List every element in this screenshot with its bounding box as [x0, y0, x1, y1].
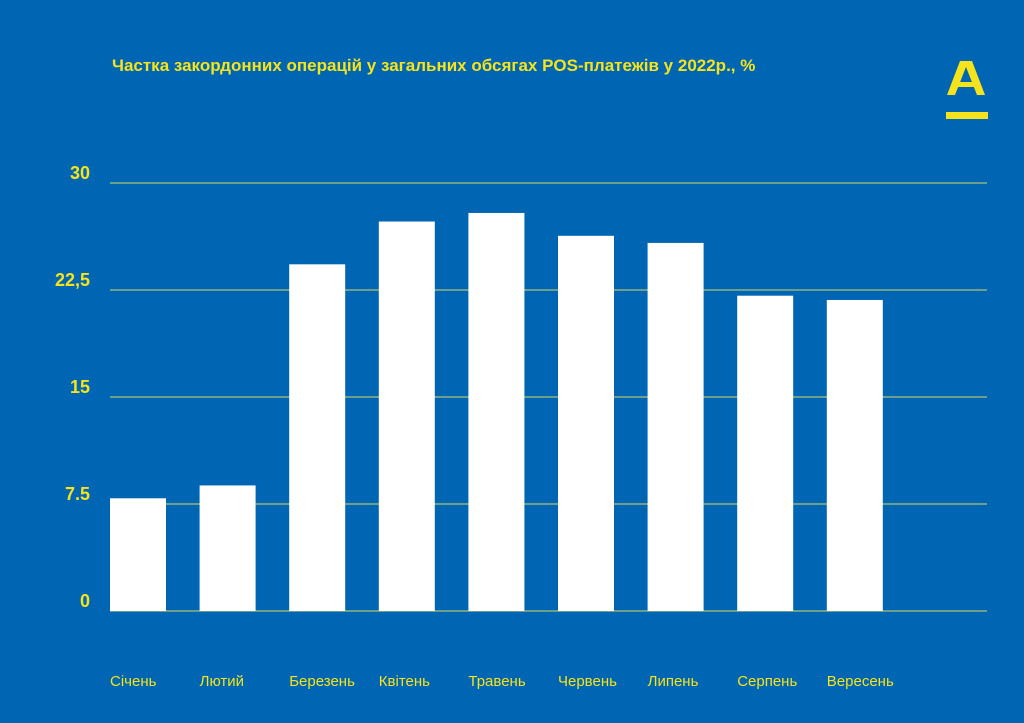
bar	[199, 485, 256, 611]
y-tick-label: 22,5	[55, 270, 90, 290]
bar	[378, 221, 435, 611]
bar	[826, 299, 883, 611]
x-tick-label: Вересень	[827, 673, 894, 690]
bar	[558, 235, 614, 611]
x-tick-label: Січень	[110, 673, 157, 690]
x-tick-label: Березень	[289, 673, 355, 690]
x-tick-label: Квітень	[379, 673, 430, 690]
bar	[737, 295, 794, 611]
y-tick-label: 0	[80, 591, 90, 611]
x-tick-label: Серпень	[737, 673, 797, 690]
bar	[647, 242, 704, 612]
y-tick-label: 30	[70, 163, 90, 183]
x-tick-label: Лютий	[200, 673, 244, 690]
x-tick-label: Липень	[648, 673, 699, 690]
bar	[289, 264, 346, 611]
chart-title: Частка закордонних операцій у загальних …	[112, 56, 756, 75]
x-tick-label: Травень	[468, 673, 525, 690]
y-tick-label: 15	[70, 377, 90, 397]
alfa-bank-logo-icon	[940, 55, 996, 130]
bar	[110, 498, 166, 611]
bar	[468, 212, 525, 611]
y-tick-label: 7.5	[65, 484, 90, 504]
x-tick-label: Червень	[558, 673, 617, 690]
